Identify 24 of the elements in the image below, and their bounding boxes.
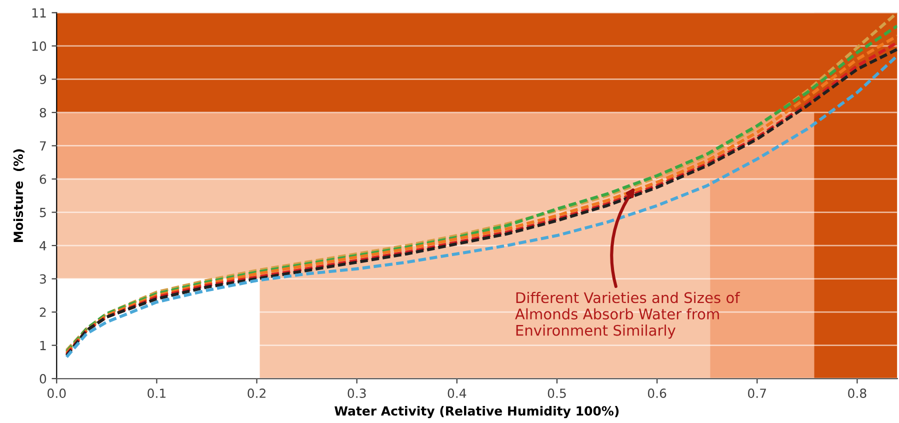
y-tick-label: 5 xyxy=(40,208,46,218)
x-tick-label: 0.1 xyxy=(148,388,166,398)
x-tick-label: 0.3 xyxy=(348,388,366,398)
y-tick-label: 0 xyxy=(40,374,46,384)
y-tick-label: 4 xyxy=(40,241,46,250)
y-axis-title: Moisture (%) xyxy=(13,149,24,242)
y-tick-label: 10 xyxy=(32,41,46,51)
x-tick-label: 0.4 xyxy=(448,388,466,398)
y-tick-label: 11 xyxy=(32,8,46,18)
y-tick-label: 7 xyxy=(40,141,46,150)
x-tick-label: 0.8 xyxy=(848,388,866,398)
y-tick-label: 2 xyxy=(40,308,46,317)
x-tick-label: 0.5 xyxy=(548,388,566,398)
x-tick-label: 0.6 xyxy=(648,388,666,398)
y-tick-label: 6 xyxy=(40,174,46,184)
y-tick-label: 9 xyxy=(40,74,46,84)
y-tick-label: 3 xyxy=(40,274,46,284)
x-tick-label: 0.2 xyxy=(248,388,266,398)
x-tick-label: 0.0 xyxy=(48,388,66,398)
x-tick-label: 0.7 xyxy=(748,388,766,398)
annotation: Different Varieties and Sizes of Almonds Absorb Water from Environment Similarly xyxy=(515,292,740,339)
y-tick-label: 1 xyxy=(40,340,46,350)
y-tick-label: 8 xyxy=(40,108,46,118)
x-axis-title: Water Activity (Relative Humidity 100%) xyxy=(334,406,619,418)
